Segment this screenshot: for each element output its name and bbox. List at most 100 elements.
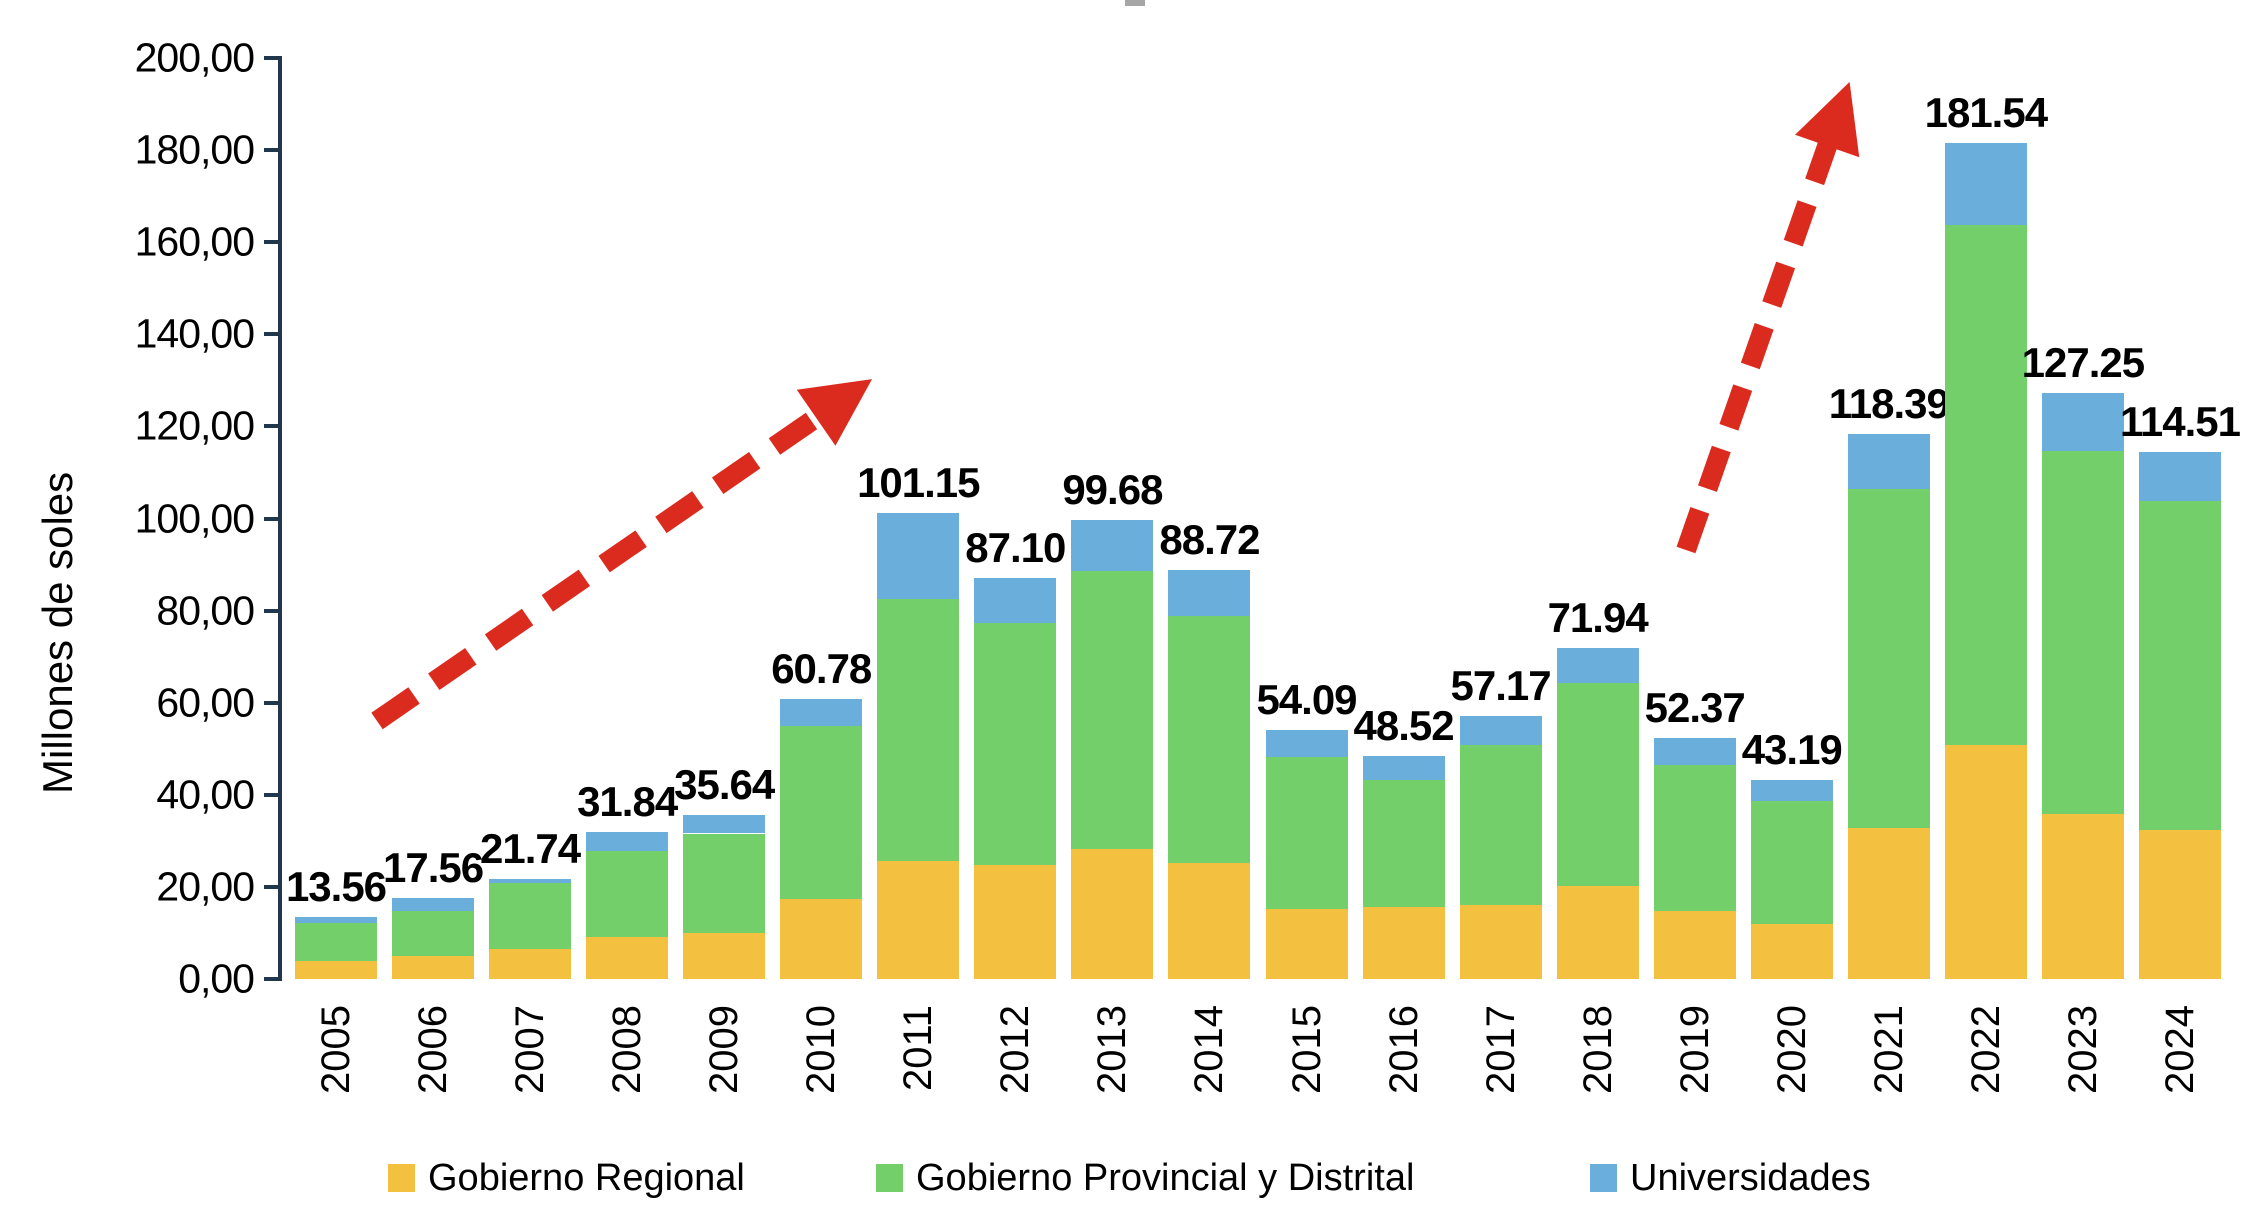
y-tick-label: 140,00	[134, 310, 255, 357]
bar-2006	[392, 898, 475, 979]
bar-segment	[780, 699, 863, 727]
bar-total-label: 127.25	[2021, 339, 2145, 386]
bar-segment	[1168, 615, 1251, 863]
x-tick-label: 2006	[411, 1005, 456, 1094]
bar-2022	[1944, 143, 2027, 979]
bar-total-label: 181.54	[1924, 89, 2048, 136]
bar-2018	[1556, 647, 1639, 979]
x-tick-label: 2013	[1090, 1005, 1135, 1094]
bar-total-label: 48.52	[1353, 701, 1454, 749]
x-tick-label: 2010	[799, 1005, 844, 1094]
bar-segment	[1847, 433, 1930, 489]
bar-segment	[1459, 905, 1542, 979]
bar-segment	[489, 878, 572, 883]
x-tick-label: 2007	[508, 1005, 553, 1094]
x-tick-label: 2021	[1866, 1005, 1911, 1094]
bar-segment	[1944, 744, 2027, 979]
bar-2011	[877, 513, 960, 979]
x-tick-label: 2020	[1769, 1005, 1814, 1094]
bar-segment	[1362, 907, 1445, 979]
bar-2017	[1459, 715, 1542, 979]
bar-total-label: 99.68	[1062, 465, 1163, 513]
bar-segment	[1944, 143, 2027, 226]
bar-total-label: 31.84	[577, 778, 678, 826]
bar-segment	[586, 832, 669, 851]
x-tick-label: 2015	[1284, 1005, 1329, 1094]
bar-segment	[780, 726, 863, 899]
bar-2021	[1847, 433, 1930, 979]
bar-total-label: 52.37	[1644, 683, 1746, 731]
bar-segment	[1265, 729, 1348, 758]
bar-segment	[1750, 924, 1833, 979]
y-tick-mark	[264, 148, 278, 153]
bar-segment	[392, 955, 475, 979]
bar-segment	[974, 577, 1057, 624]
bar-segment	[1168, 570, 1251, 616]
y-axis-title: Millones de soles	[34, 471, 81, 795]
bar-2012	[974, 577, 1057, 979]
y-tick-label: 60,00	[156, 679, 255, 726]
legend-label: Gobierno Provincial y Distrital	[916, 1157, 1415, 1199]
bar-segment	[1071, 520, 1154, 572]
bar-segment	[974, 623, 1057, 866]
bar-segment	[2138, 501, 2221, 831]
bar-2024	[2138, 451, 2221, 979]
y-tick-mark	[264, 884, 278, 889]
bar-2013	[1071, 520, 1154, 979]
bar-segment	[1265, 909, 1348, 979]
bar-total-label: 118.39	[1828, 379, 1950, 427]
x-tick-label: 2016	[1381, 1005, 1426, 1094]
y-tick-mark	[264, 608, 278, 613]
bar-segment	[1071, 849, 1154, 979]
x-tick-label: 2023	[2060, 1005, 2105, 1094]
bar-segment	[1362, 755, 1445, 781]
bar-total-label: 57.17	[1450, 661, 1552, 709]
bar-segment	[2138, 451, 2221, 502]
y-tick-label: 160,00	[134, 218, 255, 265]
bar-total-label: 71.94	[1547, 593, 1649, 641]
legend-item-gobierno-regional: Gobierno Regional	[388, 1156, 745, 1200]
bar-segment	[1556, 647, 1639, 684]
y-tick-label: 200,00	[134, 34, 255, 81]
bar-segment	[489, 882, 572, 949]
bar-2007	[489, 878, 572, 979]
bar-segment	[1459, 715, 1542, 746]
legend-swatch-blue	[1590, 1164, 1617, 1192]
x-tick-label: 2005	[314, 1005, 358, 1094]
x-tick-label: 2018	[1575, 1005, 1620, 1094]
bar-total-label: 21.74	[480, 824, 581, 872]
x-tick-label: 2022	[1963, 1005, 2008, 1094]
bar-2023	[2041, 393, 2124, 979]
y-tick-mark	[264, 424, 278, 429]
bar-total-label: 13.56	[285, 862, 387, 910]
bar-total-label: 54.09	[1256, 675, 1357, 723]
x-tick-label: 2012	[993, 1005, 1038, 1094]
x-tick-label: 2014	[1187, 1005, 1232, 1094]
bar-total-label: 114.51	[2119, 397, 2241, 445]
bar-2016	[1362, 755, 1445, 979]
bar-2020	[1750, 780, 1833, 979]
bar-segment	[1362, 780, 1445, 908]
bar-segment	[683, 814, 766, 834]
bar-segment	[1265, 757, 1348, 910]
x-tick-label: 2008	[605, 1005, 650, 1094]
bar-total-label: 88.72	[1159, 516, 1260, 564]
bar-segment	[683, 932, 766, 979]
y-tick-label: 100,00	[134, 495, 255, 541]
bar-2010	[780, 699, 863, 979]
bar-segment	[295, 916, 377, 924]
legend-label: Gobierno Regional	[428, 1157, 745, 1199]
bar-segment	[295, 923, 377, 962]
bar-segment	[780, 898, 863, 979]
y-tick-mark	[264, 56, 278, 60]
bar-segment	[489, 948, 572, 979]
y-tick-label: 180,00	[134, 126, 255, 173]
bar-segment	[2041, 393, 2124, 452]
legend-item-universidades: Universidades	[1590, 1156, 1871, 1200]
bar-segment	[586, 936, 669, 979]
y-tick-label: 80,00	[156, 587, 255, 634]
bar-2014	[1168, 570, 1251, 979]
bar-segment	[392, 898, 475, 912]
bar-segment	[1459, 745, 1542, 906]
